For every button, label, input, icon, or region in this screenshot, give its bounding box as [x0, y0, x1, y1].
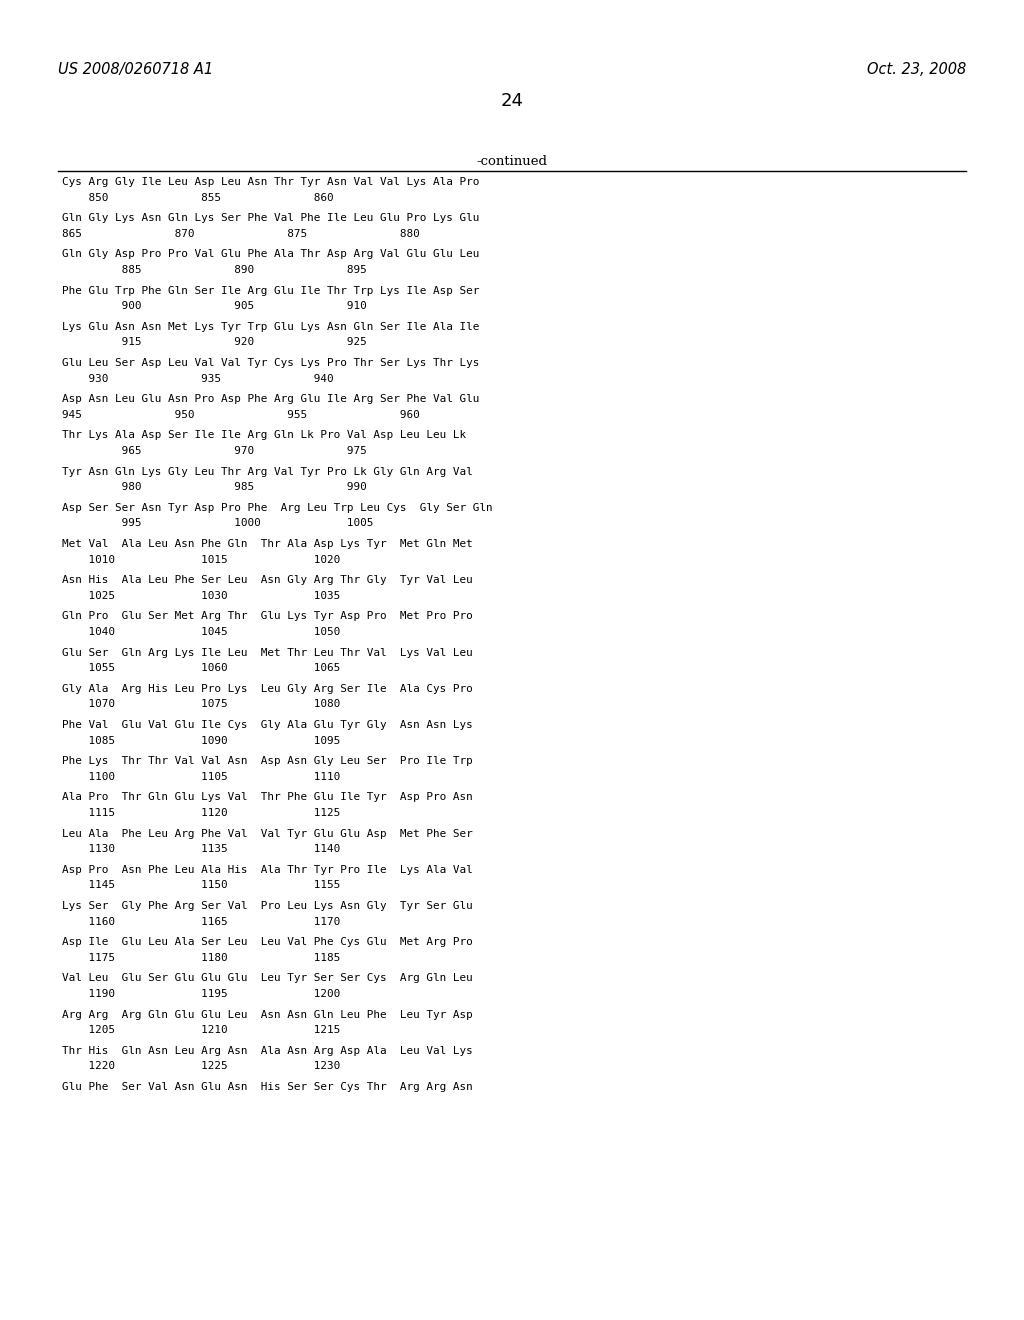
Text: Asp Asn Leu Glu Asn Pro Asp Phe Arg Glu Ile Arg Ser Phe Val Glu: Asp Asn Leu Glu Asn Pro Asp Phe Arg Glu … — [62, 395, 479, 404]
Text: 1070             1075             1080: 1070 1075 1080 — [62, 700, 340, 709]
Text: US 2008/0260718 A1: US 2008/0260718 A1 — [58, 62, 213, 77]
Text: Glu Leu Ser Asp Leu Val Val Tyr Cys Lys Pro Thr Ser Lys Thr Lys: Glu Leu Ser Asp Leu Val Val Tyr Cys Lys … — [62, 358, 479, 368]
Text: Ala Pro  Thr Gln Glu Lys Val  Thr Phe Glu Ile Tyr  Asp Pro Asn: Ala Pro Thr Gln Glu Lys Val Thr Phe Glu … — [62, 792, 473, 803]
Text: 1010             1015             1020: 1010 1015 1020 — [62, 554, 340, 565]
Text: Phe Glu Trp Phe Gln Ser Ile Arg Glu Ile Thr Trp Lys Ile Asp Ser: Phe Glu Trp Phe Gln Ser Ile Arg Glu Ile … — [62, 285, 479, 296]
Text: Tyr Asn Gln Lys Gly Leu Thr Arg Val Tyr Pro Lk Gly Gln Arg Val: Tyr Asn Gln Lys Gly Leu Thr Arg Val Tyr … — [62, 466, 473, 477]
Text: Gln Gly Lys Asn Gln Lys Ser Phe Val Phe Ile Leu Glu Pro Lys Glu: Gln Gly Lys Asn Gln Lys Ser Phe Val Phe … — [62, 214, 479, 223]
Text: 915              920              925: 915 920 925 — [62, 338, 367, 347]
Text: 995              1000             1005: 995 1000 1005 — [62, 519, 374, 528]
Text: 1040             1045             1050: 1040 1045 1050 — [62, 627, 340, 638]
Text: Phe Lys  Thr Thr Val Val Asn  Asp Asn Gly Leu Ser  Pro Ile Trp: Phe Lys Thr Thr Val Val Asn Asp Asn Gly … — [62, 756, 473, 766]
Text: Glu Ser  Gln Arg Lys Ile Leu  Met Thr Leu Thr Val  Lys Val Leu: Glu Ser Gln Arg Lys Ile Leu Met Thr Leu … — [62, 648, 473, 657]
Text: Cys Arg Gly Ile Leu Asp Leu Asn Thr Tyr Asn Val Val Lys Ala Pro: Cys Arg Gly Ile Leu Asp Leu Asn Thr Tyr … — [62, 177, 479, 187]
Text: 24: 24 — [501, 92, 523, 110]
Text: -continued: -continued — [476, 154, 548, 168]
Text: Oct. 23, 2008: Oct. 23, 2008 — [866, 62, 966, 77]
Text: Phe Val  Glu Val Glu Ile Cys  Gly Ala Glu Tyr Gly  Asn Asn Lys: Phe Val Glu Val Glu Ile Cys Gly Ala Glu … — [62, 719, 473, 730]
Text: 930              935              940: 930 935 940 — [62, 374, 334, 384]
Text: Gly Ala  Arg His Leu Pro Lys  Leu Gly Arg Ser Ile  Ala Cys Pro: Gly Ala Arg His Leu Pro Lys Leu Gly Arg … — [62, 684, 473, 694]
Text: Thr His  Gln Asn Leu Arg Asn  Ala Asn Arg Asp Ala  Leu Val Lys: Thr His Gln Asn Leu Arg Asn Ala Asn Arg … — [62, 1045, 473, 1056]
Text: 1085             1090             1095: 1085 1090 1095 — [62, 735, 340, 746]
Text: 1130             1135             1140: 1130 1135 1140 — [62, 845, 340, 854]
Text: 1025             1030             1035: 1025 1030 1035 — [62, 591, 340, 601]
Text: Thr Lys Ala Asp Ser Ile Ile Arg Gln Lk Pro Val Asp Leu Leu Lk: Thr Lys Ala Asp Ser Ile Ile Arg Gln Lk P… — [62, 430, 466, 441]
Text: Gln Gly Asp Pro Pro Val Glu Phe Ala Thr Asp Arg Val Glu Glu Leu: Gln Gly Asp Pro Pro Val Glu Phe Ala Thr … — [62, 249, 479, 260]
Text: 1190             1195             1200: 1190 1195 1200 — [62, 989, 340, 999]
Text: 885              890              895: 885 890 895 — [62, 265, 367, 275]
Text: 965              970              975: 965 970 975 — [62, 446, 367, 455]
Text: 900              905              910: 900 905 910 — [62, 301, 367, 312]
Text: Asp Ser Ser Asn Tyr Asp Pro Phe  Arg Leu Trp Leu Cys  Gly Ser Gln: Asp Ser Ser Asn Tyr Asp Pro Phe Arg Leu … — [62, 503, 493, 512]
Text: 1100             1105             1110: 1100 1105 1110 — [62, 772, 340, 781]
Text: 865              870              875              880: 865 870 875 880 — [62, 228, 420, 239]
Text: 1160             1165             1170: 1160 1165 1170 — [62, 916, 340, 927]
Text: 1220             1225             1230: 1220 1225 1230 — [62, 1061, 340, 1072]
Text: Asp Ile  Glu Leu Ala Ser Leu  Leu Val Phe Cys Glu  Met Arg Pro: Asp Ile Glu Leu Ala Ser Leu Leu Val Phe … — [62, 937, 473, 948]
Text: 1115             1120             1125: 1115 1120 1125 — [62, 808, 340, 818]
Text: Val Leu  Glu Ser Glu Glu Glu  Leu Tyr Ser Ser Cys  Arg Gln Leu: Val Leu Glu Ser Glu Glu Glu Leu Tyr Ser … — [62, 973, 473, 983]
Text: Leu Ala  Phe Leu Arg Phe Val  Val Tyr Glu Glu Asp  Met Phe Ser: Leu Ala Phe Leu Arg Phe Val Val Tyr Glu … — [62, 829, 473, 838]
Text: Gln Pro  Glu Ser Met Arg Thr  Glu Lys Tyr Asp Pro  Met Pro Pro: Gln Pro Glu Ser Met Arg Thr Glu Lys Tyr … — [62, 611, 473, 622]
Text: Arg Arg  Arg Gln Glu Glu Leu  Asn Asn Gln Leu Phe  Leu Tyr Asp: Arg Arg Arg Gln Glu Glu Leu Asn Asn Gln … — [62, 1010, 473, 1019]
Text: 1205             1210             1215: 1205 1210 1215 — [62, 1026, 340, 1035]
Text: 1055             1060             1065: 1055 1060 1065 — [62, 663, 340, 673]
Text: Met Val  Ala Leu Asn Phe Gln  Thr Ala Asp Lys Tyr  Met Gln Met: Met Val Ala Leu Asn Phe Gln Thr Ala Asp … — [62, 539, 473, 549]
Text: Glu Phe  Ser Val Asn Glu Asn  His Ser Ser Cys Thr  Arg Arg Asn: Glu Phe Ser Val Asn Glu Asn His Ser Ser … — [62, 1082, 473, 1092]
Text: 850              855              860: 850 855 860 — [62, 193, 334, 202]
Text: 945              950              955              960: 945 950 955 960 — [62, 409, 420, 420]
Text: 1175             1180             1185: 1175 1180 1185 — [62, 953, 340, 962]
Text: Lys Glu Asn Asn Met Lys Tyr Trp Glu Lys Asn Gln Ser Ile Ala Ile: Lys Glu Asn Asn Met Lys Tyr Trp Glu Lys … — [62, 322, 479, 331]
Text: Lys Ser  Gly Phe Arg Ser Val  Pro Leu Lys Asn Gly  Tyr Ser Glu: Lys Ser Gly Phe Arg Ser Val Pro Leu Lys … — [62, 902, 473, 911]
Text: Asn His  Ala Leu Phe Ser Leu  Asn Gly Arg Thr Gly  Tyr Val Leu: Asn His Ala Leu Phe Ser Leu Asn Gly Arg … — [62, 576, 473, 585]
Text: 980              985              990: 980 985 990 — [62, 482, 367, 492]
Text: Asp Pro  Asn Phe Leu Ala His  Ala Thr Tyr Pro Ile  Lys Ala Val: Asp Pro Asn Phe Leu Ala His Ala Thr Tyr … — [62, 865, 473, 875]
Text: 1145             1150             1155: 1145 1150 1155 — [62, 880, 340, 891]
